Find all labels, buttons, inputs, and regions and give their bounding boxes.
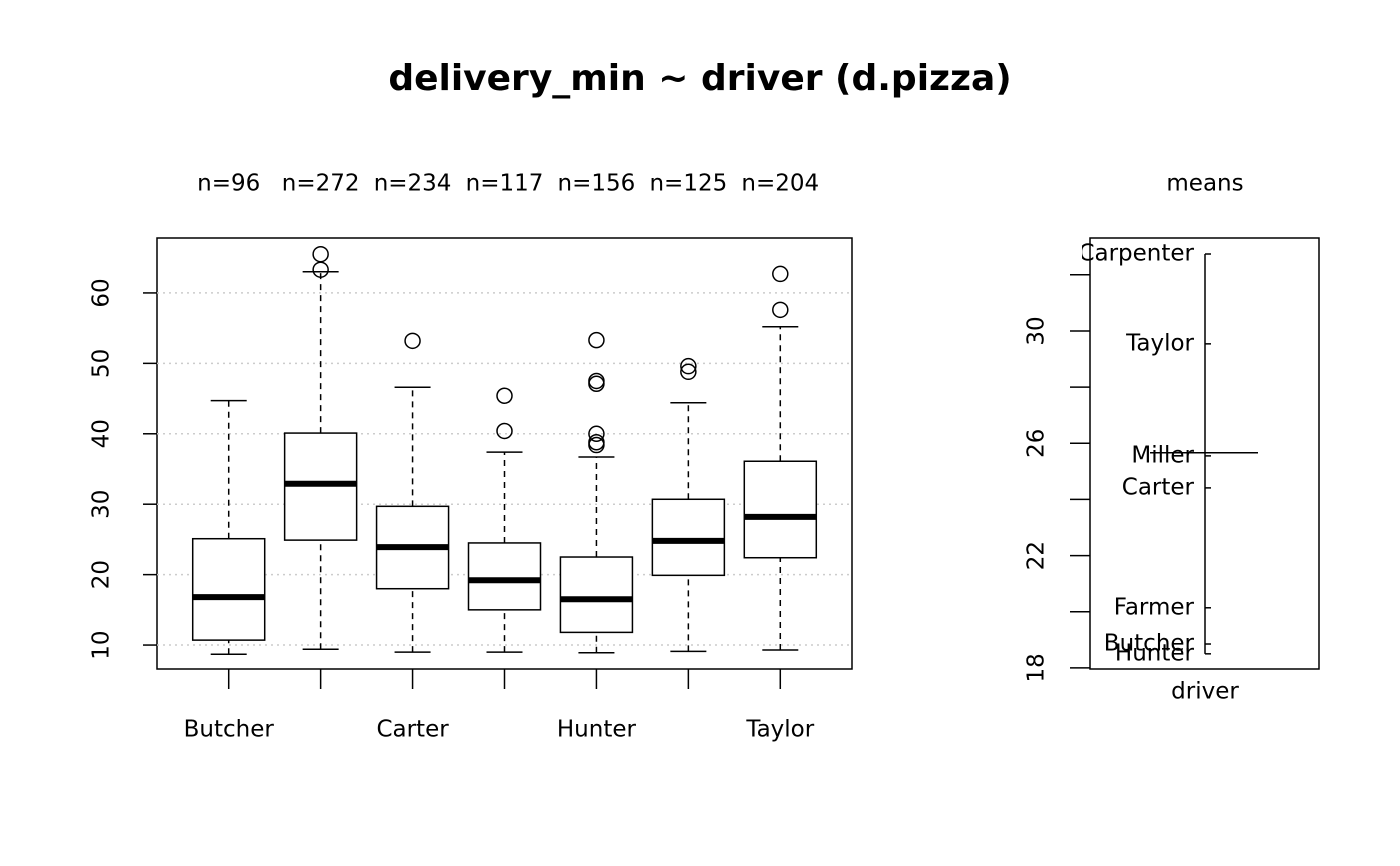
n-label: n=272	[282, 171, 360, 197]
x-tick-label: Carter	[376, 717, 449, 743]
mean-label: Farmer	[1114, 594, 1195, 620]
box	[559, 556, 634, 634]
means-labels: Carpenter Taylor Miller Carter Farmer Butcher…	[1078, 241, 1195, 667]
means-frame	[1089, 237, 1320, 670]
x-tick-label: Taylor	[745, 717, 814, 743]
means-title: means	[1166, 171, 1243, 197]
box	[467, 542, 542, 611]
mean-label: Hunter	[1115, 640, 1195, 666]
n-label: n=125	[649, 171, 727, 197]
chart-title: delivery_min ~ driver (d.pizza)	[388, 58, 1011, 99]
y-tick-label: 26	[1024, 429, 1050, 458]
y-tick-label: 20	[89, 560, 115, 589]
mean-label: Butcher	[1104, 631, 1195, 657]
outlier	[680, 357, 697, 375]
outlier	[404, 332, 421, 350]
y-tick-label: 30	[1024, 316, 1050, 345]
outlier	[772, 301, 789, 319]
x-tick-label: Butcher	[184, 717, 275, 743]
y-tick-label: 60	[89, 278, 115, 307]
outlier	[772, 265, 789, 283]
outlier	[496, 387, 513, 405]
outlier	[312, 261, 329, 278]
n-label: n=234	[374, 171, 452, 197]
y-tick-label: 40	[89, 419, 115, 448]
n-label: n=96	[197, 171, 260, 197]
outlier	[588, 436, 605, 454]
y-tick-label: 18	[1024, 653, 1050, 682]
outlier	[496, 422, 513, 440]
outlier	[588, 331, 605, 349]
outlier	[312, 245, 329, 263]
mean-label: Carpenter	[1078, 241, 1194, 267]
y-tick-label: 30	[89, 490, 115, 519]
box	[743, 460, 818, 559]
n-label: n=204	[741, 171, 819, 197]
y-tick-label: 10	[89, 630, 115, 659]
mean-label: Taylor	[1125, 330, 1194, 356]
y-tick-label: 22	[1024, 541, 1050, 570]
outlier	[588, 375, 605, 393]
mean-label: Miller	[1131, 442, 1194, 468]
n-label: n=117	[466, 171, 544, 197]
x-tick-label: Hunter	[557, 717, 637, 743]
outlier	[680, 363, 697, 381]
n-label: n=156	[558, 171, 636, 197]
y-tick-label: 50	[89, 349, 115, 378]
mean-label: Carter	[1122, 474, 1195, 500]
box	[191, 537, 266, 641]
outlier	[588, 425, 605, 443]
x-axis-label: driver	[1171, 679, 1239, 705]
box	[651, 498, 726, 577]
